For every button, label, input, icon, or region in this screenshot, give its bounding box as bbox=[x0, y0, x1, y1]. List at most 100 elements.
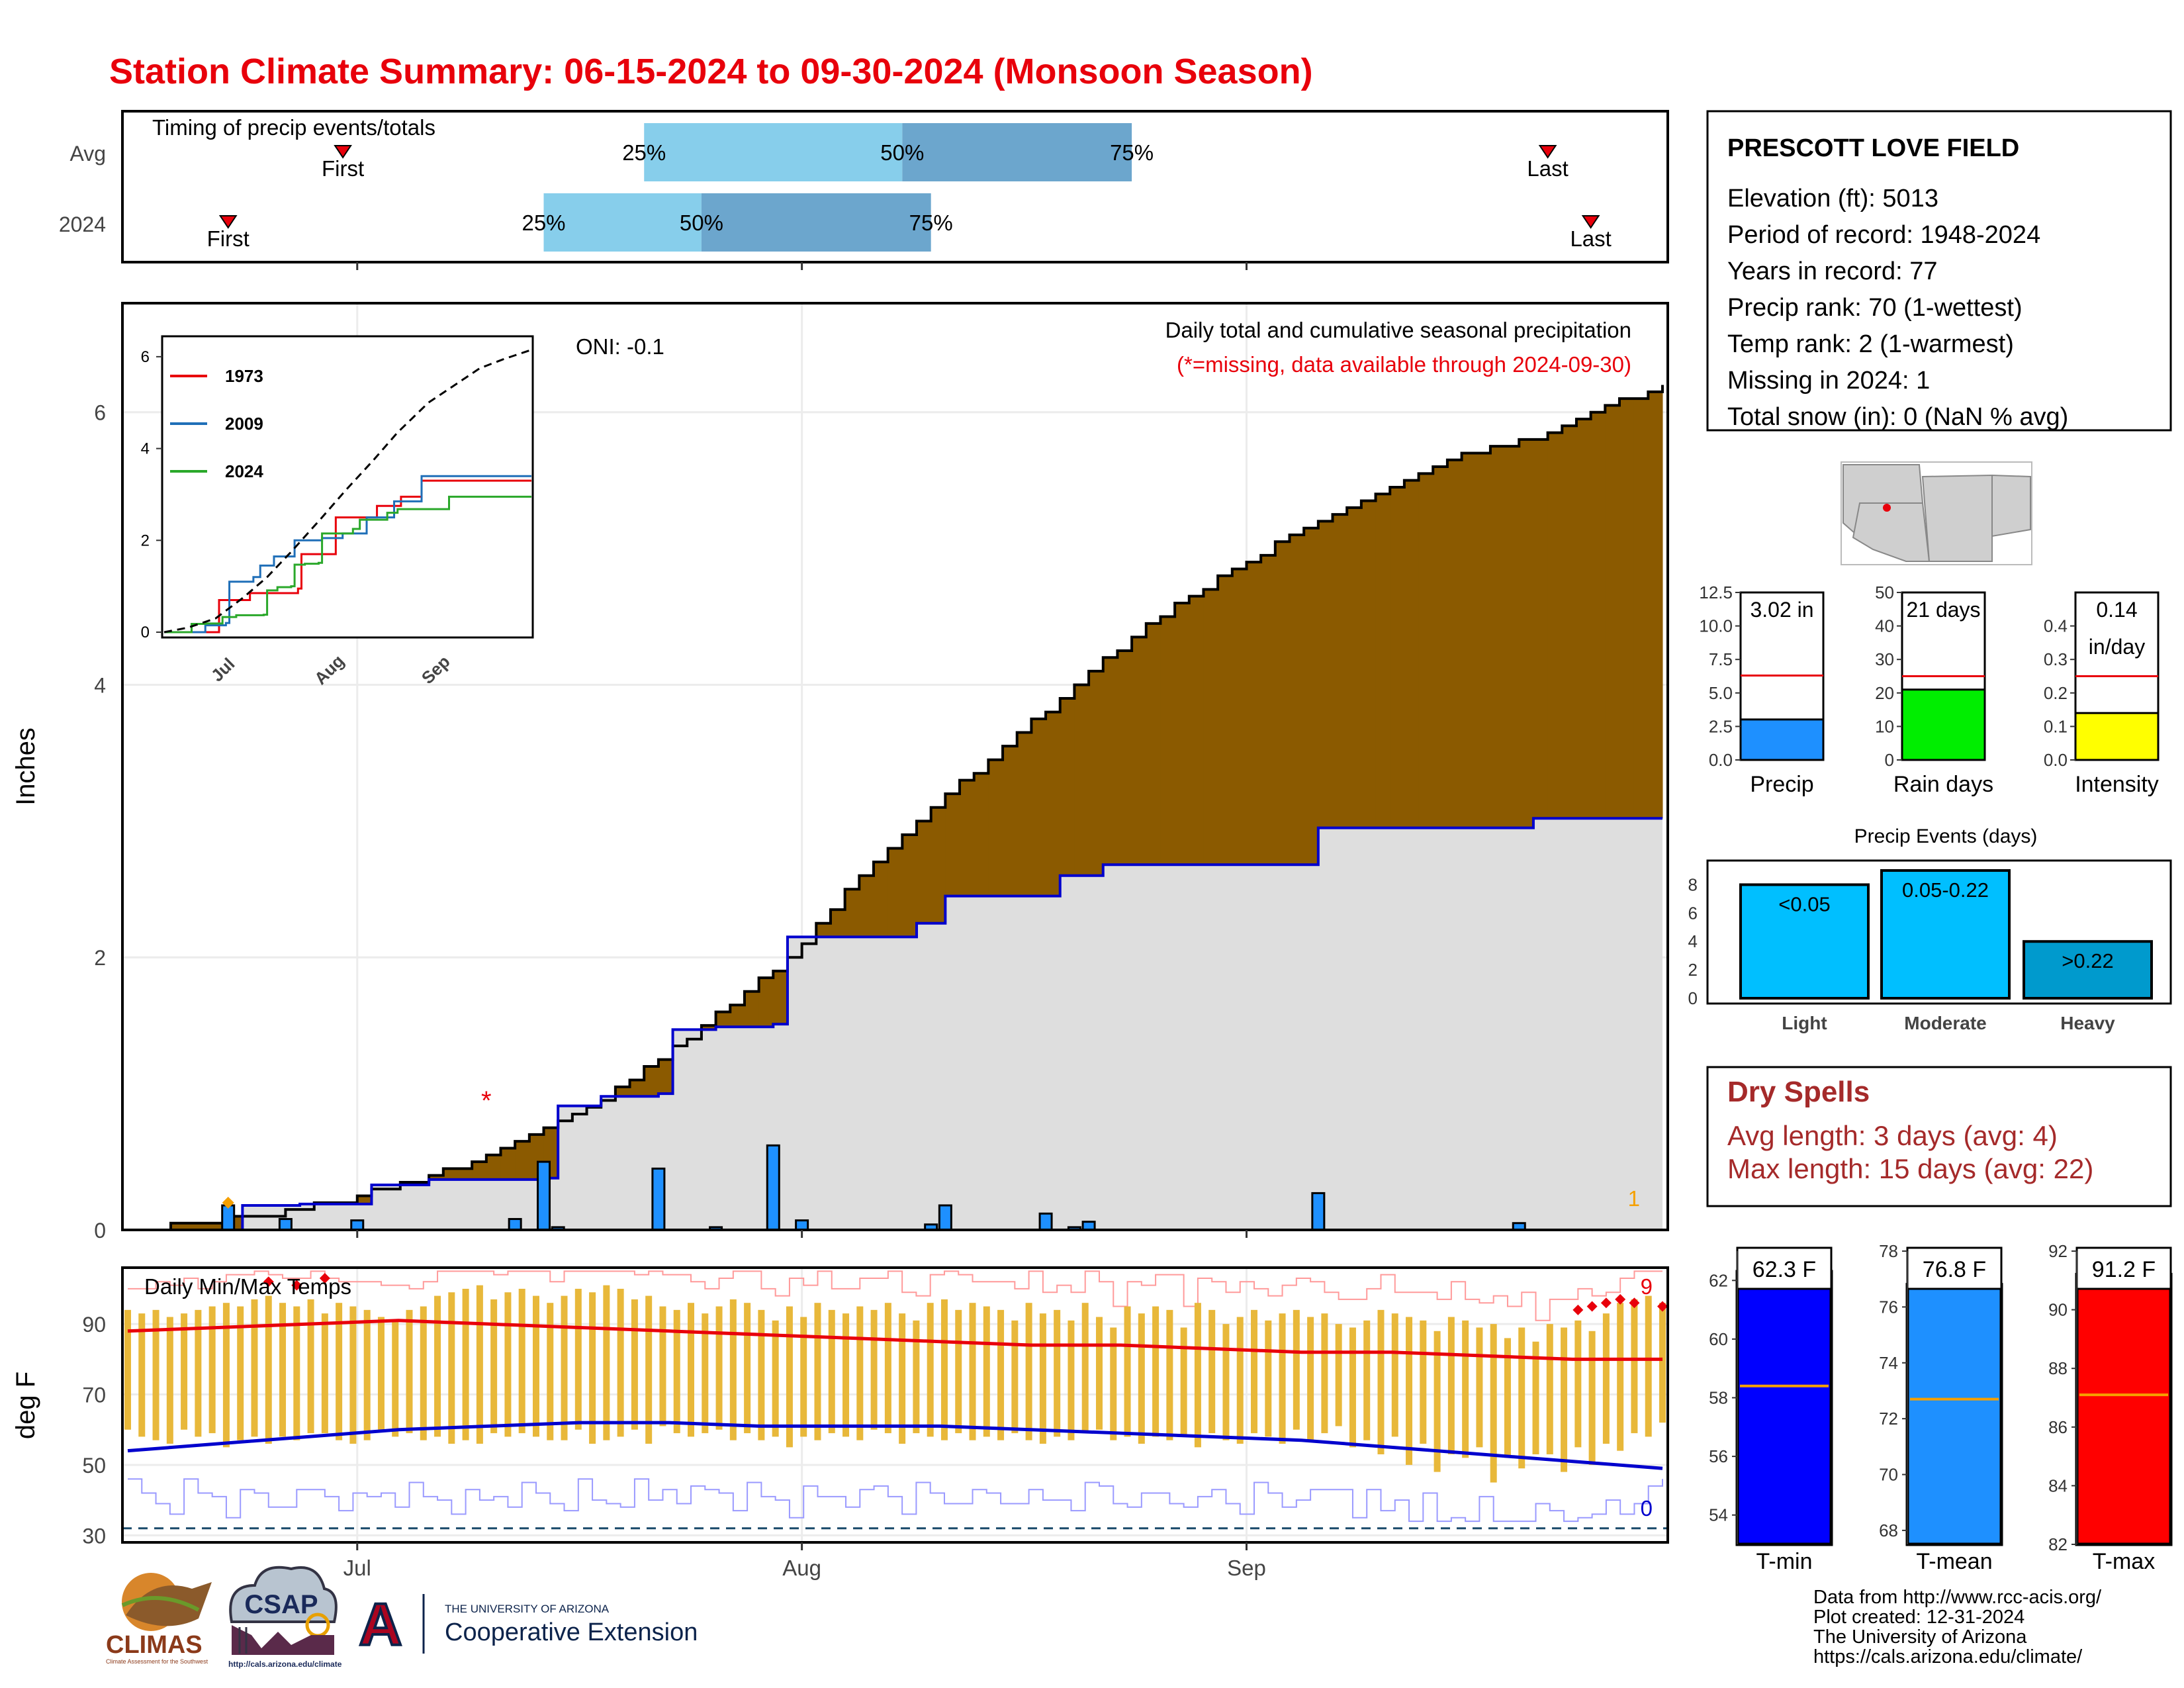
quartile-label: 50% bbox=[680, 211, 723, 235]
daily-temp-range-bar bbox=[786, 1306, 793, 1448]
daily-temp-range-bar bbox=[406, 1309, 413, 1434]
daily-temp-range-bar bbox=[1433, 1331, 1441, 1472]
above-average-cumulative-area bbox=[1318, 521, 1334, 828]
daily-precip-bar bbox=[278, 1218, 293, 1231]
events-bar bbox=[1880, 869, 2011, 1000]
missing-data-mark: * bbox=[481, 1086, 492, 1115]
daily-temp-range-bar bbox=[983, 1306, 990, 1437]
timing-row-2024-label: 2024 bbox=[59, 212, 106, 236]
csap-mountain-icon bbox=[232, 1625, 334, 1655]
above-average-cumulative-area bbox=[185, 1223, 200, 1230]
above-average-cumulative-area bbox=[773, 970, 788, 1025]
above-average-cumulative-area bbox=[1390, 487, 1405, 828]
daily-precip-bar bbox=[221, 1204, 236, 1231]
daily-temp-range-bar bbox=[617, 1288, 624, 1437]
daily-temp-range-bar bbox=[828, 1309, 835, 1434]
daily-temp-range-bar bbox=[913, 1320, 920, 1434]
above-average-cumulative-area bbox=[615, 1086, 631, 1097]
temp-summary-y-tick-label: 76 bbox=[1879, 1297, 1898, 1317]
daily-temp-range-bar bbox=[1236, 1317, 1244, 1444]
month-tick-label: Aug bbox=[782, 1556, 821, 1580]
above-average-cumulative-area bbox=[945, 794, 960, 896]
mini-chart-unit: in/day bbox=[2089, 635, 2145, 659]
temp-summary-label: T-max bbox=[2093, 1549, 2155, 1574]
above-average-cumulative-area bbox=[1590, 412, 1606, 819]
daily-temp-range-bar bbox=[814, 1303, 821, 1440]
above-average-cumulative-area bbox=[472, 1162, 487, 1180]
record-high-marker bbox=[1615, 1293, 1626, 1305]
daily-temp-range-bar bbox=[462, 1288, 469, 1440]
daily-temp-range-bar bbox=[124, 1309, 131, 1430]
daily-precip-bar bbox=[795, 1219, 809, 1231]
observed-cumulative-line bbox=[128, 817, 1662, 1231]
quartile-bar-25-50 bbox=[644, 123, 903, 181]
daily-temp-range-bar bbox=[1095, 1317, 1103, 1430]
map-region-new-mexico bbox=[1921, 474, 1993, 562]
temp-y-axis-title: deg F bbox=[11, 1372, 40, 1439]
above-average-cumulative-area bbox=[1304, 528, 1319, 865]
daily-temp-range-bar bbox=[1265, 1320, 1272, 1437]
precip-y-tick-label: 0 bbox=[94, 1219, 106, 1243]
daily-temp-range-bar bbox=[1504, 1338, 1511, 1458]
precip-chart-subtitle: (*=missing, data available through 2024-… bbox=[1177, 352, 1631, 377]
events-chart-title: Precip Events (days) bbox=[1854, 825, 2038, 847]
daily-temp-range-bar bbox=[349, 1306, 357, 1444]
daily-temp-range-bar bbox=[1659, 1303, 1666, 1423]
above-average-cumulative-area bbox=[515, 1141, 530, 1180]
daily-temp-range-bar bbox=[152, 1309, 159, 1440]
above-average-cumulative-area bbox=[1447, 459, 1463, 828]
above-average-cumulative-area bbox=[1031, 718, 1046, 896]
daily-precip-bar bbox=[1311, 1192, 1326, 1231]
temp-summary-y-tick-label: 74 bbox=[1879, 1353, 1898, 1373]
above-average-cumulative-area bbox=[1519, 439, 1534, 828]
station-temp-rank: Temp rank: 2 (1-warmest) bbox=[1727, 330, 2014, 358]
record-low-envelope bbox=[128, 1478, 1663, 1523]
record-high-marker bbox=[1586, 1301, 1598, 1312]
above-average-cumulative-area bbox=[1203, 589, 1218, 865]
daily-temp-range-bar bbox=[1025, 1303, 1032, 1440]
daily-temp-range-bar bbox=[1166, 1309, 1173, 1440]
record-high-count: 9 bbox=[1641, 1274, 1653, 1299]
station-location-marker bbox=[1883, 504, 1891, 512]
mini-chart-y-tick-label: 50 bbox=[1875, 583, 1894, 602]
above-average-cumulative-area bbox=[1275, 541, 1291, 865]
above-average-cumulative-area bbox=[1504, 446, 1520, 828]
above-average-cumulative-area bbox=[844, 889, 860, 937]
daily-temp-range-bar bbox=[631, 1299, 638, 1430]
footer-data-source: Data from http://www.rcc-acis.org/ bbox=[1813, 1587, 2102, 1608]
above-average-cumulative-area bbox=[730, 1005, 745, 1027]
daily-temp-range-bar bbox=[448, 1292, 455, 1444]
oni-value: ONI: -0.1 bbox=[576, 334, 664, 359]
climas-logo: CLIMAS Climate Assessment for the Southw… bbox=[106, 1573, 212, 1665]
daily-temp-range-bar bbox=[251, 1299, 258, 1437]
above-average-cumulative-area bbox=[830, 910, 846, 937]
daily-temp-range-bar bbox=[377, 1317, 385, 1430]
daily-temp-range-bar bbox=[1054, 1309, 1061, 1437]
precip-y-tick-label: 2 bbox=[94, 946, 106, 970]
mini-chart-bar bbox=[1901, 688, 1986, 761]
above-average-cumulative-area bbox=[1017, 732, 1032, 896]
temp-summary-bar bbox=[2075, 1272, 2173, 1546]
event-marker-label: First bbox=[207, 226, 250, 251]
events-y-tick-label: 6 bbox=[1688, 903, 1698, 923]
daily-temp-range-bar bbox=[1546, 1324, 1553, 1454]
dry-spells-max: Max length: 15 days (avg: 22) bbox=[1727, 1153, 2093, 1184]
inset-average-line bbox=[163, 349, 532, 633]
timing-panel: Timing of precip events/totals Avg 2024 … bbox=[59, 110, 1669, 263]
missing-count: 1 bbox=[1628, 1186, 1640, 1211]
daily-precip-bar bbox=[651, 1167, 666, 1231]
daily-temp-range-bar bbox=[870, 1309, 878, 1430]
daily-temp-range-bar bbox=[490, 1299, 498, 1434]
mini-chart-y-tick-label: 0.0 bbox=[2044, 750, 2068, 770]
climas-swoosh bbox=[121, 1596, 200, 1612]
mini-chart-value: 3.02 in bbox=[1750, 598, 1813, 622]
mini-chart-label: Precip bbox=[1750, 772, 1813, 797]
inset-legend-label: 1973 bbox=[225, 366, 263, 386]
temp-summary-y-tick-label: 82 bbox=[2048, 1534, 2068, 1554]
footer-credits: Data from http://www.rcc-acis.org/ Plot … bbox=[1813, 1587, 2102, 1667]
temp-summary-y-tick-label: 86 bbox=[2048, 1417, 2068, 1437]
above-average-cumulative-area bbox=[1175, 602, 1190, 865]
daily-temp-range-bar bbox=[1462, 1320, 1469, 1458]
daily-temp-range-bar bbox=[1532, 1341, 1539, 1454]
above-average-cumulative-area bbox=[1533, 439, 1549, 819]
